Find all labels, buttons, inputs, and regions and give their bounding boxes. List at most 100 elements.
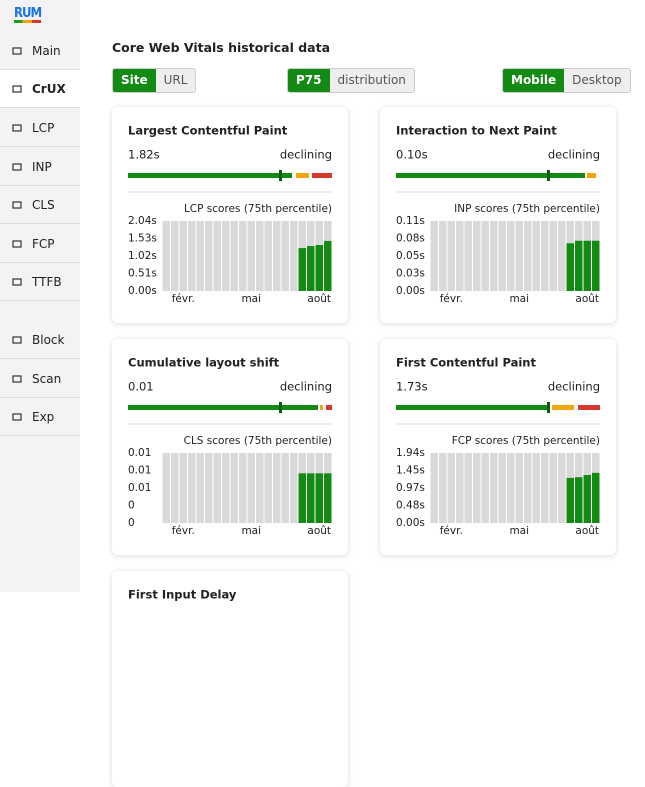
x-tick-label: févr. (440, 525, 463, 537)
toggle-option[interactable]: Site (113, 69, 156, 92)
chart-label: LCP scores (75th percentile) (184, 203, 332, 215)
nav-item[interactable]: Main (0, 32, 80, 70)
bar-slot (532, 221, 540, 291)
bar-slot (171, 453, 179, 523)
page: RUM Main CrUX LCP INP CLS FCP TTFB Block Scan Exp … (0, 0, 631, 602)
bar-slot (498, 221, 506, 291)
x-tick-label: mai (241, 293, 261, 305)
icon-shape (12, 277, 22, 286)
nav-label: CrUX (32, 81, 66, 96)
dist-mid (552, 405, 574, 410)
dist-good (128, 405, 318, 410)
toggle-option[interactable]: Mobile (503, 69, 565, 92)
toggle-option[interactable]: URL (155, 69, 196, 92)
bar-slot (281, 221, 289, 291)
nav-item[interactable]: CrUX (0, 70, 80, 108)
card-title: Interaction to Next Paint (396, 124, 557, 138)
nav-item[interactable]: INP (0, 148, 80, 186)
bar-slot (171, 221, 179, 291)
bar-slot (273, 221, 281, 291)
nav-item[interactable]: FCP (0, 225, 80, 263)
bar (315, 245, 323, 291)
bar-slot (532, 453, 540, 523)
dist-marker (547, 402, 550, 413)
bar-slot (439, 453, 447, 523)
bar (298, 248, 306, 291)
toggle-option[interactable]: Desktop (564, 69, 630, 92)
bar-slot (162, 453, 170, 523)
toggle-option[interactable]: distribution (329, 69, 414, 92)
y-tick-label: 0.00s (396, 285, 425, 297)
x-tick-label: févr. (440, 293, 463, 305)
metric-value: 0.01 (128, 380, 154, 394)
nav-icon (12, 84, 22, 93)
nav-item[interactable]: Scan (0, 360, 80, 398)
dist-mid (320, 405, 323, 410)
card-title: Cumulative layout shift (128, 356, 280, 370)
icon-shape (12, 123, 22, 132)
bar (575, 477, 583, 523)
nav-label: CLS (32, 197, 55, 212)
bar-slot (188, 221, 196, 291)
x-tick-label: août (307, 525, 331, 537)
bar-slot (247, 453, 255, 523)
bar (583, 240, 591, 291)
bar-slot (464, 221, 472, 291)
nav-item[interactable]: CLS (0, 186, 80, 224)
dist-good (128, 173, 292, 178)
bar-slot (524, 221, 532, 291)
chart-label: CLS scores (75th percentile) (184, 435, 332, 447)
bar-slot (264, 221, 272, 291)
x-tick-label: août (575, 293, 599, 305)
bar-slot (222, 221, 230, 291)
dist-poor (312, 173, 332, 178)
nav-label: INP (32, 159, 52, 174)
bar-slot (222, 453, 230, 523)
bar (592, 472, 600, 523)
nav-label: TTFB (32, 274, 62, 289)
bar-slot (549, 453, 557, 523)
toggle-option[interactable]: P75 (288, 69, 330, 92)
nav-item[interactable]: TTFB (0, 263, 80, 301)
x-tick-label: août (307, 293, 331, 305)
bar-slot (515, 221, 523, 291)
nav-item[interactable]: Exp (0, 398, 80, 436)
nav-label: FCP (32, 236, 55, 251)
metric-card: First Input Delay (112, 571, 348, 787)
bar-slot (290, 221, 298, 291)
bar (592, 240, 600, 291)
toggle-group: Site URL (112, 68, 197, 93)
nav-item[interactable]: Block (0, 321, 80, 359)
bar (324, 473, 332, 523)
icon-shape (12, 412, 22, 421)
bar-slot (196, 221, 204, 291)
y-tick-label: 1.94s (396, 447, 425, 459)
y-tick-label: 0.00s (396, 517, 425, 529)
bar-slot (205, 453, 213, 523)
bar-slot (498, 453, 506, 523)
nav-label: Block (32, 332, 65, 347)
icon-shape (12, 239, 22, 248)
nav-icon (12, 277, 22, 286)
dist-marker (547, 170, 550, 181)
y-tick-label: 1.45s (396, 465, 425, 477)
nav-label: Exp (32, 409, 55, 424)
bar-slot (196, 453, 204, 523)
bar-slot (264, 453, 272, 523)
bar-slot (188, 453, 196, 523)
bar-slot (205, 221, 213, 291)
icon-shape (12, 84, 22, 93)
y-tick-label: 0.01 (128, 482, 151, 494)
y-tick-label: 0.03s (396, 268, 425, 280)
card-svg: First Input Delay (128, 588, 237, 602)
bar-slot (447, 453, 455, 523)
bar-slot (456, 221, 464, 291)
metric-card: Cumulative layout shift 0.01 declining CLS … (112, 339, 348, 555)
dist-poor (326, 405, 332, 410)
bar-slot (541, 221, 549, 291)
nav-item[interactable]: LCP (0, 109, 80, 147)
metric-trend: declining (280, 148, 332, 162)
y-tick-label: 0.51s (128, 268, 157, 280)
y-tick-label: 0.01 (128, 447, 151, 459)
bar-slot (430, 221, 438, 291)
